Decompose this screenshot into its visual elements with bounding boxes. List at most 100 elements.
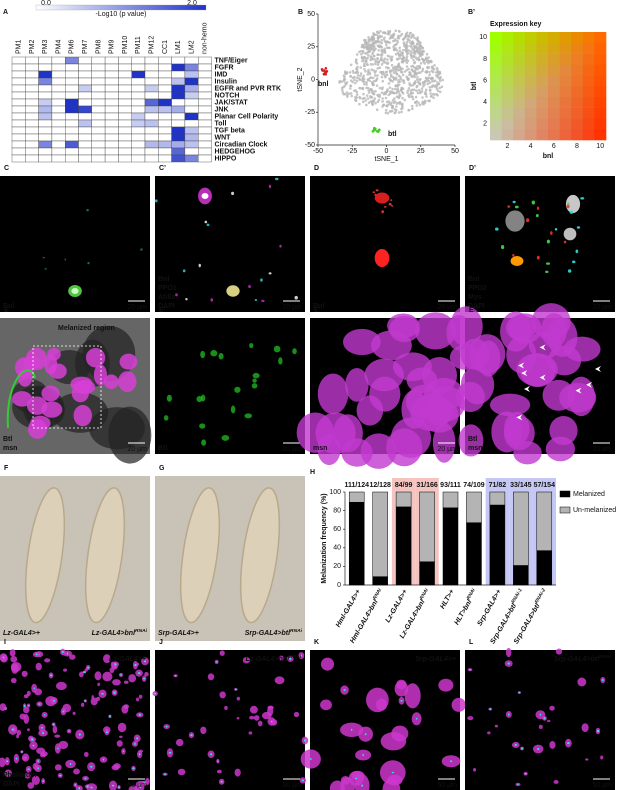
cell-dot [420, 87, 424, 90]
key-cell [548, 107, 560, 119]
blob [476, 340, 501, 377]
cell-dot [367, 68, 370, 72]
blob [539, 713, 542, 716]
key-cell [559, 96, 572, 108]
genotype-label-sup: RNAi [289, 654, 302, 660]
blob [210, 350, 218, 357]
heatmap-cell [184, 112, 199, 121]
genotype-label-base: Srp-GAL4>btl [245, 630, 291, 637]
blob [42, 780, 44, 783]
count-label: 93/111 [440, 482, 461, 489]
cell-dot [416, 42, 419, 45]
heatmap-cell [158, 98, 172, 107]
row-label: JNK [215, 106, 229, 113]
blob [424, 377, 464, 412]
cell-dot [349, 87, 352, 90]
blob [23, 706, 30, 714]
arrowhead [521, 370, 528, 377]
heatmap-cell [64, 133, 79, 142]
cell-dot [389, 59, 393, 62]
blob [83, 751, 89, 758]
cell-dot [387, 102, 391, 106]
blob [38, 703, 41, 705]
blob [231, 191, 235, 196]
cell-dot [370, 44, 374, 48]
heatmap-cell [158, 147, 172, 156]
cell-dot [403, 98, 407, 102]
channel-label: Atilla [158, 294, 175, 301]
blob [494, 724, 499, 728]
cell-dot [405, 68, 409, 72]
x-tick-label-base: HLT>+ [439, 588, 456, 610]
blob [414, 312, 457, 350]
blob [52, 723, 55, 726]
cell-dot [361, 100, 365, 104]
cell-dot [436, 76, 439, 79]
panel-label: D’ [469, 165, 476, 172]
scale-label: 20 µm [592, 446, 612, 453]
blob [116, 740, 123, 747]
heatmap-cell [184, 63, 199, 72]
y-tick-label: 60 [333, 526, 341, 533]
blob [111, 784, 115, 787]
y-tick-label: 25 [307, 44, 315, 51]
blob [510, 256, 524, 266]
cell-dot [414, 45, 418, 48]
heatmap-cell [118, 126, 132, 135]
cell-dot [429, 88, 432, 92]
blob [2, 656, 5, 659]
blob [69, 654, 76, 660]
cell-dot [405, 55, 409, 58]
blob [9, 649, 16, 657]
heatmap-cell [197, 84, 212, 93]
heatmap-cell [131, 126, 146, 135]
blob [108, 406, 152, 464]
cell-dot [388, 92, 392, 95]
heatmap-cell [91, 112, 106, 121]
blob [204, 220, 208, 224]
bar [466, 522, 482, 586]
heatmap-cell [38, 126, 53, 135]
blob [350, 728, 353, 731]
blob [549, 741, 556, 749]
heatmap-cell [118, 91, 132, 100]
scale-label: 50 µm [127, 782, 147, 789]
row-label: JAK/STAT [215, 99, 249, 106]
cell-dot [384, 108, 388, 112]
cell-dot [414, 95, 418, 99]
cell-dot [358, 102, 361, 106]
blob [332, 414, 363, 453]
count-label: 71/82 [489, 482, 507, 489]
cell-dot [355, 96, 359, 99]
column-label: PM9 [109, 40, 116, 55]
cell-dot [348, 71, 352, 74]
cell-dot [400, 71, 404, 74]
heatmap-cell [158, 56, 172, 65]
blob [575, 249, 579, 254]
y-tick-label: 100 [329, 489, 341, 496]
blob [118, 371, 137, 393]
cell-dot [373, 71, 377, 74]
blob [567, 269, 572, 273]
heatmap-cell [184, 140, 199, 149]
row-label: TNF/Eiger [215, 57, 248, 64]
heatmap-cell [91, 56, 106, 65]
cell-dot [368, 49, 372, 53]
blob [200, 726, 207, 735]
scale-label: 50 µm [592, 782, 612, 789]
blob [54, 764, 62, 771]
cell-dot [358, 78, 362, 82]
row-label: Insulin [215, 78, 238, 85]
cell-dot [349, 63, 353, 67]
cell-dot [380, 53, 384, 57]
cell-dot [421, 58, 425, 61]
heatmap-cell [91, 98, 106, 107]
blob [531, 200, 536, 205]
heatmap-cell [78, 91, 93, 100]
cell-dot [364, 99, 368, 102]
blob [27, 728, 30, 732]
cell-dot [343, 84, 347, 88]
blob [555, 648, 563, 655]
key-cell [571, 42, 584, 54]
cell-dot [372, 83, 375, 86]
